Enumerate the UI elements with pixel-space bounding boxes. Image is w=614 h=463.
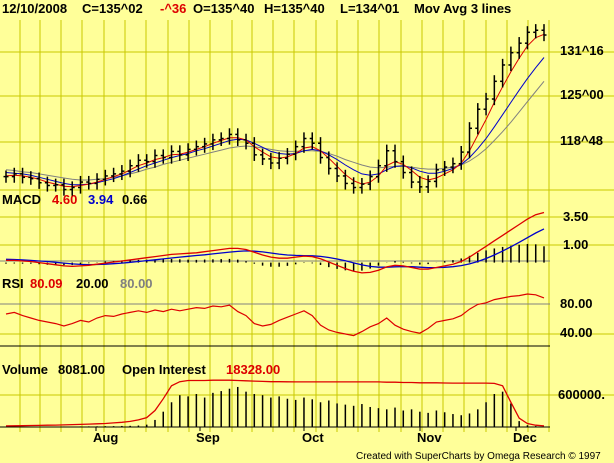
macd-tick-label: 3.50	[563, 209, 588, 224]
rsi-tick-label: 40.00	[560, 325, 593, 340]
price-ma-mid-line	[5, 57, 545, 186]
open-interest-label: Open Interest	[122, 362, 206, 377]
rsi-value: 80.09	[30, 276, 63, 291]
volume-value: 8081.00	[58, 362, 105, 377]
month-label-aug: Aug	[93, 430, 118, 445]
panel-separators	[0, 260, 550, 428]
header-high: H=135^40	[264, 1, 325, 16]
header-date: 12/10/2008	[2, 1, 67, 16]
grid-lines	[0, 20, 614, 432]
header-open: O=135^40	[193, 1, 254, 16]
macd-tick-label: 1.00	[563, 237, 588, 252]
header-low: L=134^01	[340, 1, 399, 16]
open-interest-line	[5, 379, 545, 427]
price-tick-label: 118^48	[560, 133, 603, 148]
rsi-tick-label: 80.00	[560, 296, 593, 311]
price-ma-fast-line	[5, 33, 545, 188]
price-ma-slow-line	[5, 80, 545, 181]
header-change: -^36	[160, 1, 186, 16]
header-study: Mov Avg 3 lines	[414, 1, 511, 16]
rsi-lower: 20.00	[76, 276, 109, 291]
rsi-line	[5, 293, 545, 337]
volume-label: Volume	[2, 362, 48, 377]
month-label-sep: Sep	[196, 430, 220, 445]
price-tick-label: 125^00	[560, 87, 604, 102]
rsi-upper: 80.00	[120, 276, 153, 291]
macd-value: 4.60	[52, 192, 77, 207]
chart-marks	[3, 24, 547, 431]
month-label-nov: Nov	[417, 430, 442, 445]
price-tick-label: 131^16	[560, 43, 604, 58]
macd-label: MACD	[2, 192, 41, 207]
footer-credit: Created with SuperCharts by Omega Resear…	[356, 451, 601, 462]
rsi-label: RSI	[2, 276, 24, 291]
month-label-oct: Oct	[302, 430, 324, 445]
open-interest-value: 18328.00	[226, 362, 280, 377]
macd-line	[6, 211, 545, 274]
header-close: C=135^02	[82, 1, 143, 16]
month-label-dec: Dec	[513, 430, 537, 445]
macd-signal-value: 3.94	[88, 192, 114, 207]
macd-hist-value: 0.66	[122, 192, 147, 207]
macd-signal-line	[5, 228, 545, 269]
volume-tick-label: 600000.	[558, 387, 605, 402]
